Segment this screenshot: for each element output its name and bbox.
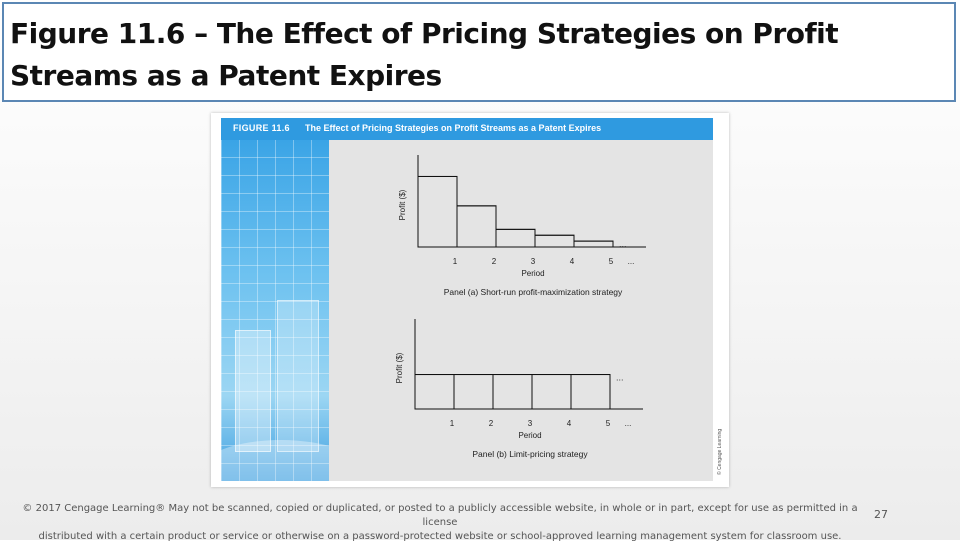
decorative-city-graphic	[221, 140, 329, 481]
x-tick-label: 4	[567, 419, 572, 428]
figure-header-text: The Effect of Pricing Strategies on Prof…	[305, 123, 602, 133]
bar-period-2	[453, 374, 494, 410]
figure-image: FIGURE 11.6 The Effect of Pricing Strate…	[211, 113, 729, 487]
copyright-footer: © 2017 Cengage Learning® May not be scan…	[10, 502, 870, 544]
figure-label: FIGURE 11.6	[233, 123, 290, 133]
footer-line-2: distributed with a certain product or se…	[38, 531, 842, 542]
continuation-dots-axis: ...	[628, 257, 635, 266]
x-tick-label: 5	[609, 257, 614, 266]
profit-step-outline	[414, 374, 611, 409]
continuation-dots-bar: ...	[619, 239, 627, 249]
x-axis-label: Period	[521, 269, 544, 278]
decorative-building	[235, 330, 271, 452]
x-tick-label: 2	[489, 419, 494, 428]
bar-period-4	[531, 374, 572, 410]
charts-svg: ... 1 2 3 4 5 ... Period Profit ($) Panel (a) Sho…	[395, 155, 646, 459]
y-axis-label: Profit ($)	[395, 352, 404, 383]
x-tick-label: 4	[570, 257, 575, 266]
figure-header-bar: FIGURE 11.6 The Effect of Pricing Strate…	[221, 118, 713, 140]
x-tick-label: 1	[453, 257, 458, 266]
continuation-dots-axis: ...	[625, 419, 632, 428]
profit-step-outline	[417, 175, 614, 247]
page-number: 27	[874, 508, 888, 521]
x-tick-label: 3	[531, 257, 536, 266]
decorative-building	[277, 300, 319, 452]
x-tick-label: 2	[492, 257, 497, 266]
footer-line-1: © 2017 Cengage Learning® May not be scan…	[22, 503, 858, 528]
bar-period-5	[570, 374, 611, 410]
slide-title-line-1: Figure 11.6 – The Effect of Pricing Stra…	[10, 17, 839, 50]
decorative-wave	[221, 440, 329, 481]
figure-panel	[221, 140, 713, 481]
bar-period-1	[417, 175, 458, 248]
bar-period-3	[495, 228, 536, 248]
x-tick-label: 3	[528, 419, 533, 428]
x-tick-label: 5	[606, 419, 611, 428]
x-axis-label: Period	[518, 431, 541, 440]
bar-period-1	[414, 374, 455, 410]
copyright-credit: © Cengage Learning	[717, 428, 723, 475]
continuation-dots-bar: ...	[616, 373, 624, 383]
panel-title: Panel (a) Short-run profit-maximization …	[444, 287, 623, 297]
y-axis-label: Profit ($)	[398, 189, 407, 220]
bar-period-4	[534, 234, 575, 248]
x-tick-label: 1	[450, 419, 455, 428]
decorative-grid	[221, 140, 329, 481]
title-box: Figure 11.6 – The Effect of Pricing Stra…	[2, 2, 956, 102]
bar-period-2	[456, 205, 497, 248]
slide-title-line-2: Streams as a Patent Expires	[10, 59, 442, 92]
bar-period-5	[573, 240, 614, 248]
bar-period-3	[492, 374, 533, 410]
panel-title: Panel (b) Limit-pricing strategy	[472, 449, 588, 459]
